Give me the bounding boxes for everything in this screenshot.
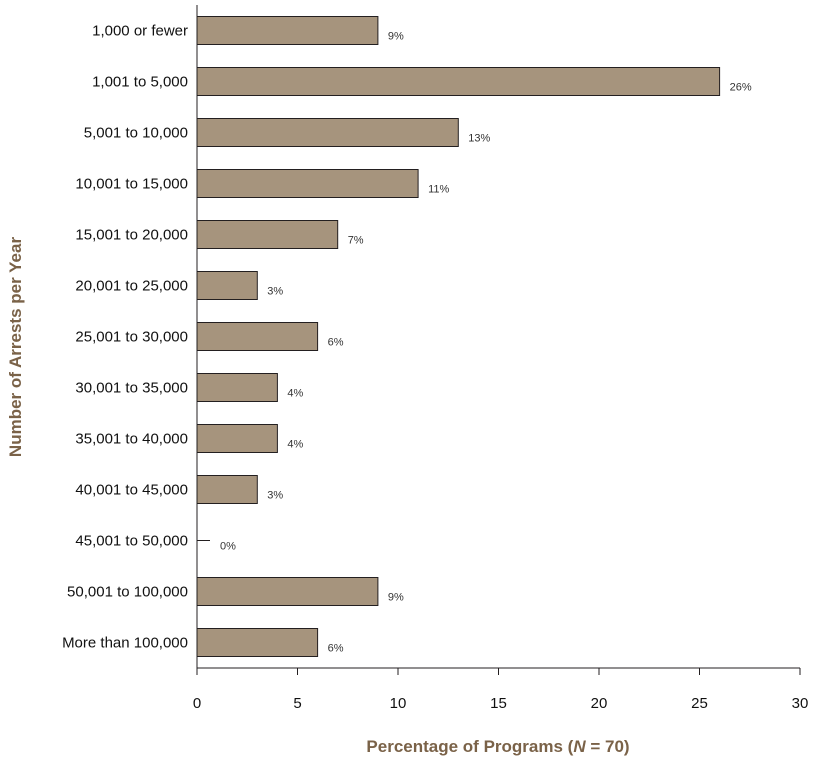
bar [196, 475, 258, 504]
x-tick-label: 15 [490, 695, 507, 712]
bar [196, 118, 459, 147]
category-label: 15,001 to 20,000 [75, 227, 188, 244]
data-label: 6% [328, 643, 344, 655]
category-label: 40,001 to 45,000 [75, 482, 188, 499]
x-axis-ticks: 0 5 10 15 20 25 30 [193, 668, 809, 712]
bar [196, 67, 721, 96]
category-labels: 1,000 or fewer 1,001 to 5,000 5,001 to 10,… [62, 23, 188, 652]
category-label: 50,001 to 100,000 [67, 584, 188, 601]
data-label: 26% [730, 82, 752, 94]
data-label: 11% [428, 184, 449, 196]
data-label: 3% [267, 286, 283, 298]
x-axis-title-prefix: Percentage of Programs ( [366, 737, 573, 756]
category-label: 45,001 to 50,000 [75, 533, 188, 550]
data-label: 9% [388, 31, 404, 43]
x-tick-label: 0 [193, 695, 201, 712]
data-label: 13% [468, 133, 490, 145]
y-axis-title: Number of Arrests per Year [6, 237, 25, 458]
category-label: 5,001 to 10,000 [84, 125, 188, 142]
category-label: 20,001 to 25,000 [75, 278, 188, 295]
x-axis-title-n: N [573, 737, 586, 756]
category-label: 35,001 to 40,000 [75, 431, 188, 448]
x-axis-title-suffix: = 70) [586, 737, 630, 756]
data-label: 3% [267, 490, 283, 502]
data-label: 7% [348, 235, 364, 247]
data-label: 9% [388, 592, 404, 604]
x-axis-title: Percentage of Programs (N = 70) [366, 737, 629, 756]
x-tick-label: 30 [792, 695, 809, 712]
bar [196, 322, 319, 351]
bar [196, 16, 379, 45]
data-label: 4% [287, 388, 303, 400]
data-label: 4% [287, 439, 303, 451]
x-tick-label: 5 [293, 695, 301, 712]
x-tick-label: 25 [691, 695, 708, 712]
bar [196, 373, 278, 402]
bar [196, 271, 258, 300]
bar [196, 628, 319, 657]
category-label: 30,001 to 35,000 [75, 380, 188, 397]
bar [196, 220, 339, 249]
data-label: 6% [328, 337, 344, 349]
category-label: 25,001 to 30,000 [75, 329, 188, 346]
bar [196, 577, 379, 606]
data-label: 0% [220, 541, 236, 553]
bar [196, 169, 419, 198]
category-label: 1,001 to 5,000 [92, 74, 188, 91]
value-labels: 9% 26% 13% 11% 7% 3% 6% 4% 4% 3% 0% 9% 6% [220, 31, 752, 655]
bar [196, 424, 278, 453]
x-tick-label: 10 [390, 695, 407, 712]
bars-group [196, 16, 721, 657]
category-label: 1,000 or fewer [92, 23, 188, 40]
x-tick-label: 20 [591, 695, 608, 712]
category-label: More than 100,000 [62, 635, 188, 652]
category-label: 10,001 to 15,000 [75, 176, 188, 193]
